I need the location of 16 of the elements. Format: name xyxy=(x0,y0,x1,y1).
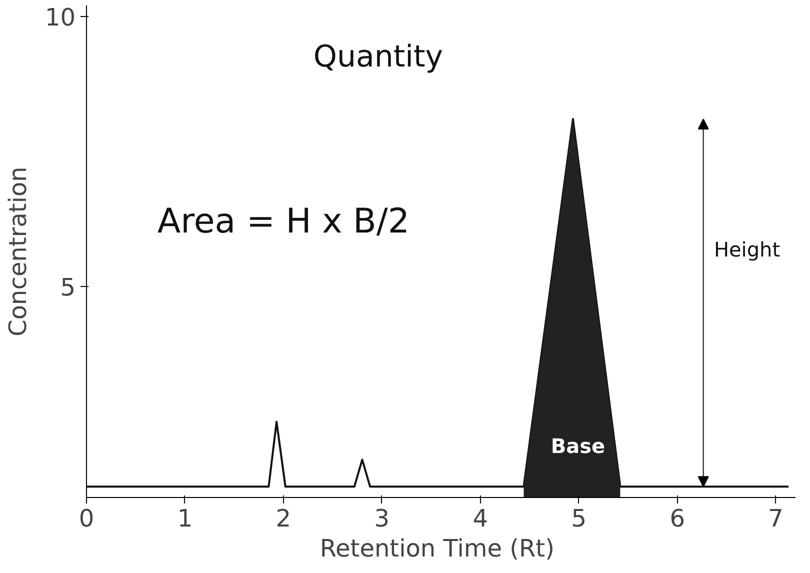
line-series xyxy=(86,118,790,488)
annotation: Base xyxy=(550,434,606,458)
x-tick-label: 6 xyxy=(670,504,685,532)
y-axis-title: Concentration xyxy=(4,166,32,336)
x-tick-label: 5 xyxy=(571,504,587,532)
y-tick-label: 10 xyxy=(44,3,76,32)
annotation: Area = H x B/2 xyxy=(157,202,410,242)
x-tick-label: 7 xyxy=(768,504,784,532)
x-tick-label: 3 xyxy=(374,504,390,532)
x-tick-label: 4 xyxy=(472,504,488,532)
x-axis-title: Retention Time (Rt) xyxy=(320,534,554,562)
x-tick-label: 2 xyxy=(276,504,292,532)
annotation: Quantity xyxy=(313,39,444,74)
x-tick-label: 0 xyxy=(78,504,94,532)
x-tick-label: 1 xyxy=(177,504,193,532)
annotation: Height xyxy=(714,237,780,262)
